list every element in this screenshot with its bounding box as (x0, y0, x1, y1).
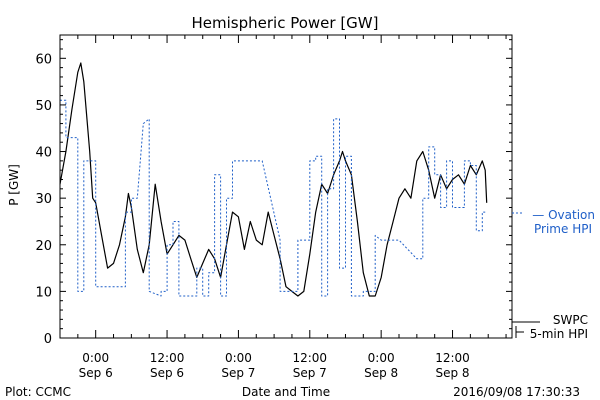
x-tick-date-label: Sep 8 (435, 366, 469, 380)
series-layer (59, 62, 488, 297)
x-tick-time-label: 12:00 (435, 351, 470, 365)
legend-swpc-label-2: 5-min HPI (530, 327, 588, 341)
swpc-series-line (59, 62, 488, 297)
x-tick-date-label: Sep 8 (364, 366, 398, 380)
legend-ovation-label: — Ovation (532, 208, 595, 222)
y-tick-label: 10 (35, 285, 52, 300)
x-axis-label: Date and Time (242, 385, 330, 399)
chart-title: Hemispheric Power [GW] (192, 14, 379, 32)
legend-ovation: — Ovation Prime HPI (512, 208, 595, 236)
y-tick-label: 40 (35, 146, 52, 161)
x-tick-time-label: 0:00 (368, 351, 395, 365)
timestamp: 2016/09/08 17:30:33 (453, 385, 580, 399)
ovation-series-line (60, 99, 487, 297)
y-tick-label: 50 (35, 99, 52, 114)
y-tick-label: 0 (44, 332, 52, 347)
plot-frame (59, 34, 513, 339)
y-axis-label: P [GW] (7, 164, 21, 206)
x-tick-time-label: 12:00 (292, 351, 327, 365)
plot-credit: Plot: CCMC (5, 385, 71, 399)
y-tick-label: 30 (35, 192, 52, 207)
x-tick-time-label: 12:00 (150, 351, 185, 365)
x-tick-date-label: Sep 6 (150, 366, 184, 380)
legend-swpc: SWPC 5-min HPI (512, 313, 588, 341)
legend-ovation-label-2: Prime HPI (534, 222, 592, 236)
legend-swpc-label: SWPC (553, 313, 588, 327)
x-tick-time-label: 0:00 (225, 351, 252, 365)
y-tick-label: 60 (35, 52, 52, 67)
y-tick-label: 20 (35, 239, 52, 254)
x-tick-date-label: Sep 6 (79, 366, 113, 380)
x-tick-date-label: Sep 7 (293, 366, 327, 380)
x-tick-date-label: Sep 7 (221, 366, 255, 380)
x-tick-time-label: 0:00 (82, 351, 109, 365)
